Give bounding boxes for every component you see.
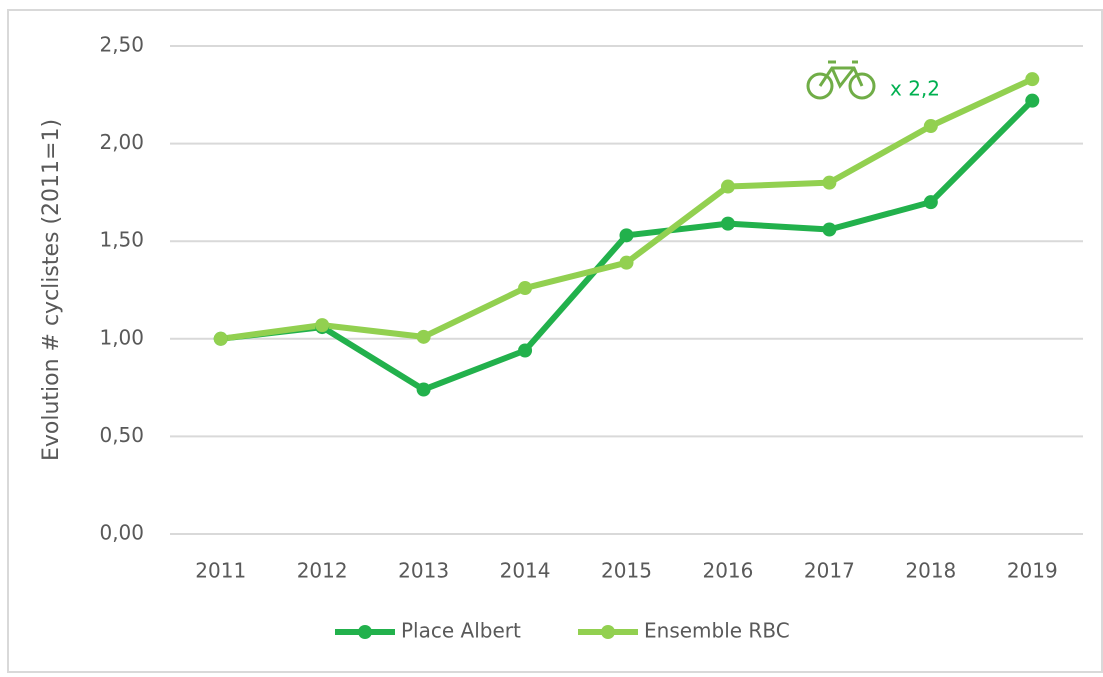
chart-frame <box>7 9 1103 673</box>
data-point <box>416 329 431 344</box>
data-point <box>416 382 431 397</box>
x-tick-label: 2016 <box>702 559 753 583</box>
annotation: x 2,2 <box>890 77 940 101</box>
x-tick-label: 2015 <box>601 559 652 583</box>
y-tick-label: 0,00 <box>99 521 144 545</box>
y-tick-label: 0,50 <box>99 423 144 447</box>
data-point <box>619 228 634 243</box>
data-point <box>213 331 228 346</box>
data-point <box>720 179 735 194</box>
y-tick-label: 1,00 <box>99 325 144 349</box>
data-point <box>822 175 837 190</box>
x-tick-label: 2012 <box>297 559 348 583</box>
data-point <box>923 195 938 210</box>
x-tick-label: 2014 <box>500 559 551 583</box>
data-point <box>720 216 735 231</box>
data-point <box>1025 93 1040 108</box>
y-tick-label: 2,50 <box>99 33 144 57</box>
legend-marker <box>601 625 615 639</box>
bike-icon <box>806 60 876 100</box>
x-tick-label: 2011 <box>195 559 246 583</box>
x-tick-label: 2019 <box>1007 559 1058 583</box>
y-axis-label: Evolution # cyclistes (2011=1) <box>39 119 64 461</box>
y-tick-label: 2,00 <box>99 130 144 154</box>
data-point <box>1025 72 1040 87</box>
y-tick-label: 1,50 <box>99 228 144 252</box>
data-point <box>822 222 837 237</box>
x-tick-label: 2017 <box>804 559 855 583</box>
legend-label: Ensemble RBC <box>644 619 790 643</box>
x-tick-label: 2018 <box>905 559 956 583</box>
legend-marker <box>358 625 372 639</box>
data-point <box>315 318 330 333</box>
data-point <box>518 281 533 296</box>
data-point <box>923 119 938 134</box>
data-point <box>518 343 533 358</box>
x-tick-label: 2013 <box>398 559 449 583</box>
data-point <box>619 255 634 270</box>
legend-label: Place Albert <box>401 619 521 643</box>
